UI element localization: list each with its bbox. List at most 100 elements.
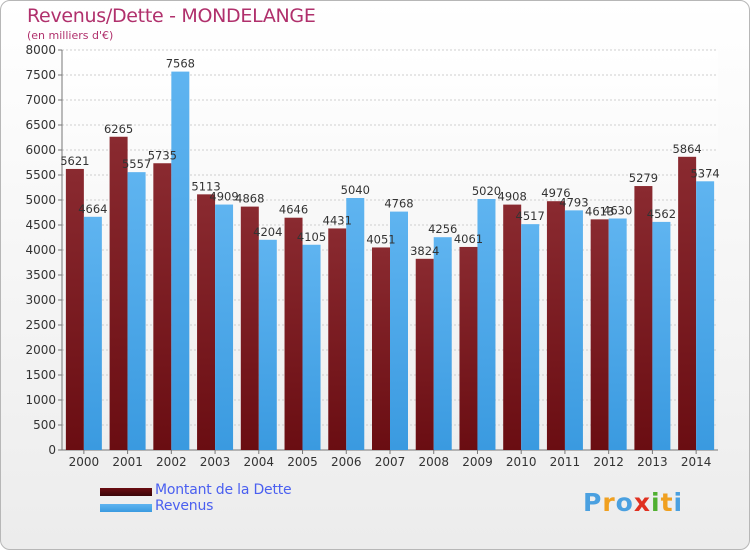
data-label-revenus: 4105 xyxy=(297,230,326,244)
y-tick-label: 3500 xyxy=(25,268,56,282)
y-tick-label: 5500 xyxy=(25,168,56,182)
data-label-dette: 4908 xyxy=(498,190,527,204)
chart-title: Revenus/Dette - MONDELANGE xyxy=(27,5,316,27)
bar-dette xyxy=(284,217,303,450)
data-label-revenus: 5040 xyxy=(341,183,370,197)
bar-revenus xyxy=(652,221,671,450)
logo-letter: o xyxy=(615,488,634,517)
data-label-revenus: 4768 xyxy=(384,197,413,211)
data-label-revenus: 5557 xyxy=(122,157,151,171)
proxiti-logo: Proxiti xyxy=(583,488,683,517)
data-label-revenus: 4909 xyxy=(209,190,238,204)
y-tick-label: 2500 xyxy=(25,318,56,332)
bar-dette xyxy=(65,168,84,450)
bar-dette xyxy=(459,246,478,450)
x-tick-label: 2005 xyxy=(287,455,318,469)
x-tick-label: 2010 xyxy=(506,455,537,469)
y-tick-label: 3000 xyxy=(25,293,56,307)
x-tick-label: 2008 xyxy=(418,455,449,469)
bar-revenus xyxy=(696,181,715,451)
bar-revenus xyxy=(564,210,583,450)
y-tick-label: 6500 xyxy=(25,118,56,132)
x-tick-label: 2013 xyxy=(637,455,668,469)
bar-revenus xyxy=(346,198,365,450)
data-label-revenus: 5374 xyxy=(690,166,719,180)
y-tick-label: 1500 xyxy=(25,368,56,382)
data-label-dette: 4613 xyxy=(585,204,614,218)
bar-revenus xyxy=(390,211,408,450)
data-label-revenus: 4204 xyxy=(253,225,282,239)
y-tick-label: 500 xyxy=(33,418,56,432)
legend-swatch-dette xyxy=(100,488,152,496)
bar-revenus xyxy=(521,224,540,450)
bar-revenus xyxy=(433,237,452,450)
data-label-dette: 6265 xyxy=(104,122,133,136)
x-tick-label: 2004 xyxy=(244,455,275,469)
bar-revenus xyxy=(477,199,496,450)
bar-dette xyxy=(503,204,522,450)
data-label-revenus: 5020 xyxy=(472,184,501,198)
bar-revenus xyxy=(215,204,234,450)
logo-letter: r xyxy=(602,488,616,517)
bar-dette xyxy=(197,194,216,450)
y-tick-label: 1000 xyxy=(25,393,56,407)
data-label-dette: 5735 xyxy=(148,148,177,162)
bar-revenus xyxy=(608,218,627,450)
bar-dette xyxy=(678,156,697,451)
data-label-revenus: 4256 xyxy=(428,222,457,236)
bar-dette xyxy=(109,136,128,450)
data-label-dette: 5113 xyxy=(191,179,220,193)
legend-label-revenus: Revenus xyxy=(155,498,214,514)
x-tick-label: 2009 xyxy=(462,455,493,469)
data-label-revenus: 4517 xyxy=(516,209,545,223)
legend-label-dette: Montant de la Dette xyxy=(155,482,292,498)
logo-letter: i xyxy=(651,488,661,517)
legend-swatch-revenus xyxy=(100,504,152,512)
bar-dette xyxy=(546,201,565,450)
logo-letter: x xyxy=(633,488,651,517)
data-label-dette: 4431 xyxy=(323,213,352,227)
data-label-revenus: 4793 xyxy=(559,195,588,209)
data-label-dette: 4646 xyxy=(279,203,308,217)
logo-letter: i xyxy=(673,488,684,517)
bar-revenus xyxy=(258,239,277,450)
x-tick-label: 2014 xyxy=(681,455,712,469)
chart-subtitle: (en milliers d'€) xyxy=(27,29,114,42)
data-label-dette: 4868 xyxy=(235,192,264,206)
y-tick-label: 0 xyxy=(48,443,56,457)
data-label-revenus: 7568 xyxy=(166,57,195,71)
data-label-dette: 4051 xyxy=(366,232,395,246)
y-tick-label: 7500 xyxy=(25,68,56,82)
data-label-dette: 3824 xyxy=(410,244,439,258)
bar-dette xyxy=(590,219,609,450)
bar-revenus xyxy=(302,244,321,450)
logo-letter: t xyxy=(660,488,674,517)
x-tick-label: 2001 xyxy=(112,455,143,469)
data-label-dette: 4976 xyxy=(541,186,570,200)
bar-revenus xyxy=(127,172,146,450)
x-tick-label: 2011 xyxy=(550,455,581,469)
y-tick-label: 2000 xyxy=(25,343,56,357)
data-label-revenus: 4630 xyxy=(603,204,632,218)
data-label-dette: 5279 xyxy=(629,171,658,185)
bar-dette xyxy=(328,228,347,450)
x-tick-label: 2006 xyxy=(331,455,362,469)
y-tick-label: 8000 xyxy=(25,43,56,57)
data-label-dette: 4061 xyxy=(454,232,483,246)
logo-letter: P xyxy=(583,488,603,517)
bar-dette xyxy=(634,186,653,451)
data-label-dette: 5621 xyxy=(60,154,89,168)
x-tick-label: 2003 xyxy=(200,455,231,469)
y-tick-label: 5000 xyxy=(25,193,56,207)
bar-dette xyxy=(372,247,390,450)
bar-revenus xyxy=(83,216,102,450)
x-tick-label: 2002 xyxy=(156,455,187,469)
y-tick-label: 4500 xyxy=(25,218,56,232)
bar-dette xyxy=(415,258,434,450)
data-label-revenus: 4562 xyxy=(647,207,676,221)
x-tick-label: 2012 xyxy=(593,455,624,469)
y-tick-label: 7000 xyxy=(25,93,56,107)
data-label-revenus: 4664 xyxy=(78,202,107,216)
bar-dette xyxy=(240,206,259,450)
